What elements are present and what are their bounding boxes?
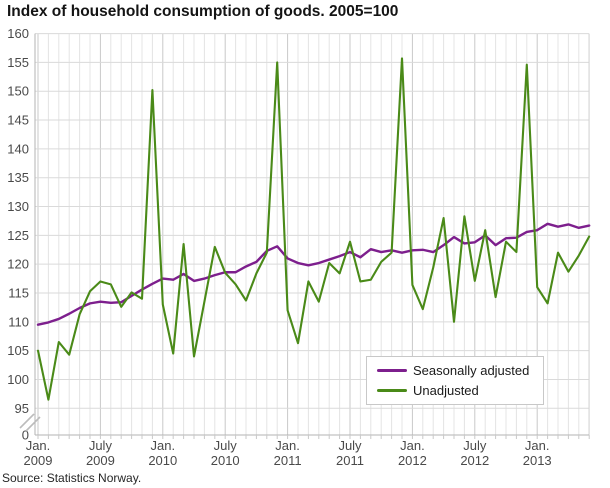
x-axis-label-month: Jan. <box>26 438 51 453</box>
y-axis-zero-label: 0 <box>22 428 29 443</box>
source-note: Source: Statistics Norway. <box>2 471 142 485</box>
y-axis-label: 135 <box>7 170 29 185</box>
x-axis-label-year: 2010 <box>211 453 240 468</box>
series-line-seasonally-adjusted <box>36 222 591 326</box>
x-axis-label-month: July <box>214 438 238 453</box>
y-axis-label: 125 <box>7 228 29 243</box>
x-axis-label-month: July <box>89 438 113 453</box>
y-axis-label: 130 <box>7 199 29 214</box>
x-axis-label-month: Jan. <box>400 438 425 453</box>
y-axis-label: 120 <box>7 257 29 272</box>
x-axis-label-month: Jan. <box>151 438 176 453</box>
series-line-unadjusted <box>36 57 591 401</box>
x-axis-label-month: Jan. <box>275 438 300 453</box>
y-axis-label: 110 <box>8 314 29 329</box>
legend-label-unadjusted: Unadjusted <box>413 383 479 398</box>
y-axis-label: 155 <box>7 55 29 70</box>
x-axis-label-month: July <box>463 438 487 453</box>
x-axis-label-year: 2011 <box>336 453 364 468</box>
x-axis-label-year: 2013 <box>523 453 552 468</box>
legend: Seasonally adjusted Unadjusted <box>366 356 544 405</box>
x-axis-label-month: Jan. <box>525 438 550 453</box>
y-axis-label: 100 <box>7 372 29 387</box>
y-axis-label: 140 <box>7 141 29 156</box>
x-axis-label-year: 2011 <box>274 453 302 468</box>
y-axis-label: 95 <box>15 401 29 416</box>
x-axis-label-year: 2009 <box>86 453 115 468</box>
x-axis-label-year: 2009 <box>24 453 53 468</box>
legend-swatch-unadjusted <box>377 389 407 392</box>
axis-break-icon <box>25 416 41 432</box>
x-axis-label-year: 2010 <box>148 453 177 468</box>
axis-break-icon <box>19 413 35 429</box>
y-axis-label: 145 <box>7 113 29 128</box>
legend-label-seasonally-adjusted: Seasonally adjusted <box>413 363 530 378</box>
legend-swatch-seasonally-adjusted <box>377 369 407 372</box>
x-axis-label-year: 2012 <box>398 453 427 468</box>
x-axis-label-month: July <box>338 438 362 453</box>
legend-item-seasonally-adjusted: Seasonally adjusted <box>377 363 533 378</box>
y-axis-label: 150 <box>7 84 29 99</box>
legend-item-unadjusted: Unadjusted <box>377 383 533 398</box>
y-axis-label: 160 <box>7 26 29 41</box>
y-axis-label: 115 <box>8 286 29 301</box>
y-axis-label: 105 <box>7 343 29 358</box>
chart-title: Index of household consumption of goods.… <box>7 3 399 20</box>
x-axis-label-year: 2012 <box>460 453 489 468</box>
